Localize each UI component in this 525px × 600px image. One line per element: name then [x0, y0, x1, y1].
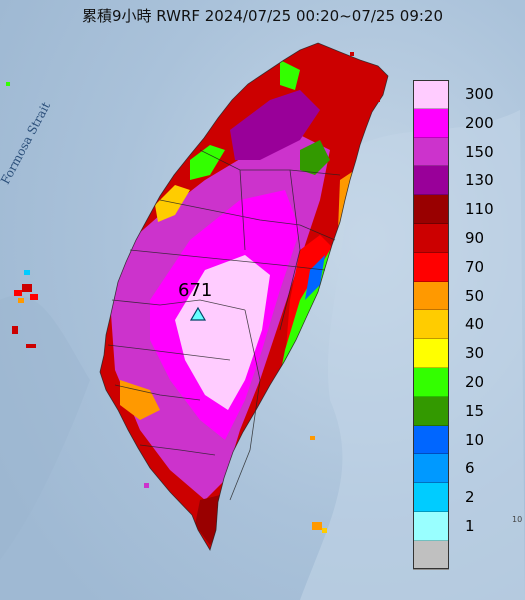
max-value-label: 671	[178, 280, 213, 301]
legend-swatch	[413, 454, 449, 484]
legend-label: 40	[465, 315, 485, 334]
legend-swatch	[413, 396, 449, 426]
legend-label: 200	[465, 113, 494, 132]
county-boundaries	[99, 42, 389, 551]
legend-swatch	[413, 368, 449, 397]
legend-swatch	[413, 425, 449, 455]
legend-swatch	[413, 512, 449, 541]
legend-swatch	[413, 310, 449, 340]
legend-label: 20	[465, 373, 485, 391]
legend-label: 1	[465, 517, 475, 535]
legend-label: 130	[465, 171, 494, 190]
legend-swatch	[413, 252, 449, 282]
legend-swatch	[413, 195, 449, 224]
legend-swatch	[413, 80, 449, 109]
legend-swatch	[413, 137, 449, 167]
offshore-islands	[6, 52, 380, 533]
legend-swatch	[413, 281, 449, 311]
legend-swatch	[413, 540, 449, 570]
legend-label: 6	[465, 459, 475, 478]
legend-label: 2	[465, 488, 475, 507]
legend-label: 30	[465, 344, 485, 363]
legend-label: 300	[465, 85, 494, 103]
west-sea-texture	[0, 295, 90, 560]
legend-swatch	[413, 224, 449, 253]
max-rainfall-marker	[189, 306, 207, 321]
legend-label: 110	[465, 200, 494, 219]
legend-swatch	[413, 166, 449, 196]
legend-label: 15	[465, 401, 485, 420]
legend-label: 150	[465, 142, 494, 161]
legend-label: 90	[465, 229, 485, 247]
legend-label: 70	[465, 257, 485, 276]
legend-swatch	[413, 108, 449, 138]
map-title: 累積9小時 RWRF 2024/07/25 00:20~07/25 09:20	[81, 7, 444, 25]
legend-swatch	[413, 339, 449, 368]
legend-label: 50	[465, 286, 485, 305]
cloud-texture	[300, 110, 525, 600]
corner-label: 10	[512, 515, 523, 524]
legend-swatch	[413, 483, 449, 512]
legend-label: 10	[465, 430, 485, 449]
